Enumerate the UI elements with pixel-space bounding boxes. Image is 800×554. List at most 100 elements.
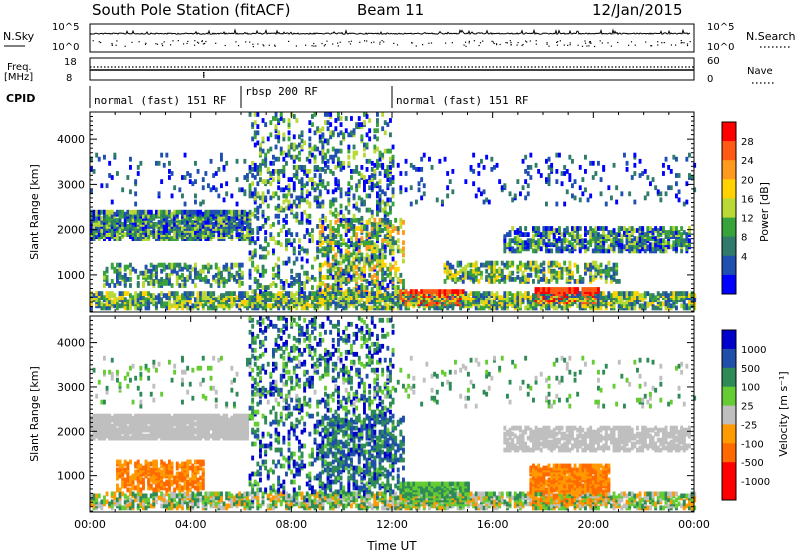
power-cell: [272, 160, 275, 166]
power-cell: [329, 268, 333, 274]
power-cell: [162, 262, 166, 268]
power-cell: [526, 291, 530, 296]
power-cell: [212, 274, 216, 280]
power-cell: [547, 279, 551, 284]
power-cell: [230, 303, 234, 309]
power-cell: [248, 191, 252, 197]
power-cell: [155, 279, 158, 284]
nsearch-dot: [610, 45, 612, 47]
power-cell: [339, 266, 343, 272]
power-cell: [134, 201, 138, 207]
power-cell: [269, 232, 273, 237]
power-cell: [227, 215, 231, 221]
power-cell: [274, 213, 278, 219]
nsearch-dot: [563, 44, 565, 46]
power-cell: [443, 268, 447, 274]
power-cell: [391, 224, 395, 229]
power-cell: [181, 226, 184, 231]
power-cell: [555, 238, 559, 244]
power-cell: [126, 264, 130, 270]
power-cell: [526, 260, 530, 266]
power-cell: [261, 285, 265, 290]
power-cell: [386, 238, 390, 244]
power-cell: [396, 248, 400, 254]
nsearch-dot: [681, 42, 683, 44]
power-cell: [285, 246, 288, 252]
power-cell: [290, 242, 294, 248]
power-cell: [97, 156, 101, 162]
power-cell: [350, 130, 353, 136]
power-cell: [274, 272, 278, 278]
power-cell: [399, 189, 403, 195]
nsearch-dot: [683, 42, 685, 44]
power-cell: [623, 226, 626, 231]
power-cell: [181, 175, 184, 180]
power-cell: [194, 262, 197, 268]
power-cell: [682, 201, 686, 207]
power-cell: [482, 301, 486, 307]
power-cell: [110, 232, 114, 237]
power-cell: [209, 187, 213, 193]
power-cell: [277, 175, 281, 180]
power-cell: [165, 217, 169, 223]
power-cell: [116, 232, 119, 237]
power-cell: [360, 303, 364, 309]
power-cell: [623, 230, 626, 235]
power-cell: [682, 238, 686, 244]
power-cell: [339, 217, 343, 223]
power-cell: [295, 118, 299, 123]
power-cell: [584, 287, 587, 292]
power-cell: [542, 266, 546, 272]
power-cell: [675, 226, 678, 231]
power-cell: [292, 158, 296, 164]
power-cell: [565, 287, 569, 292]
power-cell: [287, 283, 291, 288]
power-cell: [303, 295, 307, 301]
power-cell: [493, 272, 496, 278]
power-cell: [168, 169, 171, 174]
power-cell: [321, 158, 325, 164]
power-cell: [376, 158, 379, 164]
power-cell: [365, 142, 369, 148]
power-cell: [391, 244, 395, 250]
power-cell: [568, 232, 572, 237]
power-cell: [381, 217, 385, 223]
power-cell: [599, 305, 603, 311]
power-cell: [422, 289, 426, 294]
power-cell: [334, 126, 338, 132]
power-cell: [615, 262, 619, 268]
power-cell: [656, 238, 660, 244]
power-cell: [633, 244, 637, 250]
power-cell: [511, 260, 515, 266]
nsearch-dot: [201, 40, 203, 43]
power-cell: [550, 248, 554, 254]
power-cell: [350, 185, 353, 191]
power-cell: [490, 260, 494, 266]
power-cell: [207, 279, 210, 284]
power-cell: [383, 295, 387, 301]
power-cell: [334, 291, 338, 296]
nsearch-dot: [201, 40, 203, 42]
power-cell: [92, 215, 96, 221]
power-cell: [607, 234, 611, 239]
power-cell: [550, 230, 554, 235]
power-cell: [326, 256, 330, 262]
power-cell: [194, 234, 197, 239]
power-cell: [103, 209, 106, 215]
nsearch-dot: [274, 45, 276, 47]
power-cell: [316, 285, 320, 290]
power-cell: [532, 279, 535, 284]
power-cell: [230, 295, 234, 301]
power-cell: [516, 228, 520, 233]
power-cell: [290, 203, 294, 209]
power-cell: [318, 167, 322, 172]
power-cell: [331, 154, 335, 160]
power-cell: [116, 268, 119, 274]
power-cell: [461, 272, 465, 278]
power-cell: [370, 213, 374, 219]
power-cell: [238, 187, 242, 193]
power-cell: [472, 181, 476, 187]
power-cell: [207, 291, 210, 296]
power-cell: [519, 295, 522, 301]
power-cell: [321, 301, 325, 307]
